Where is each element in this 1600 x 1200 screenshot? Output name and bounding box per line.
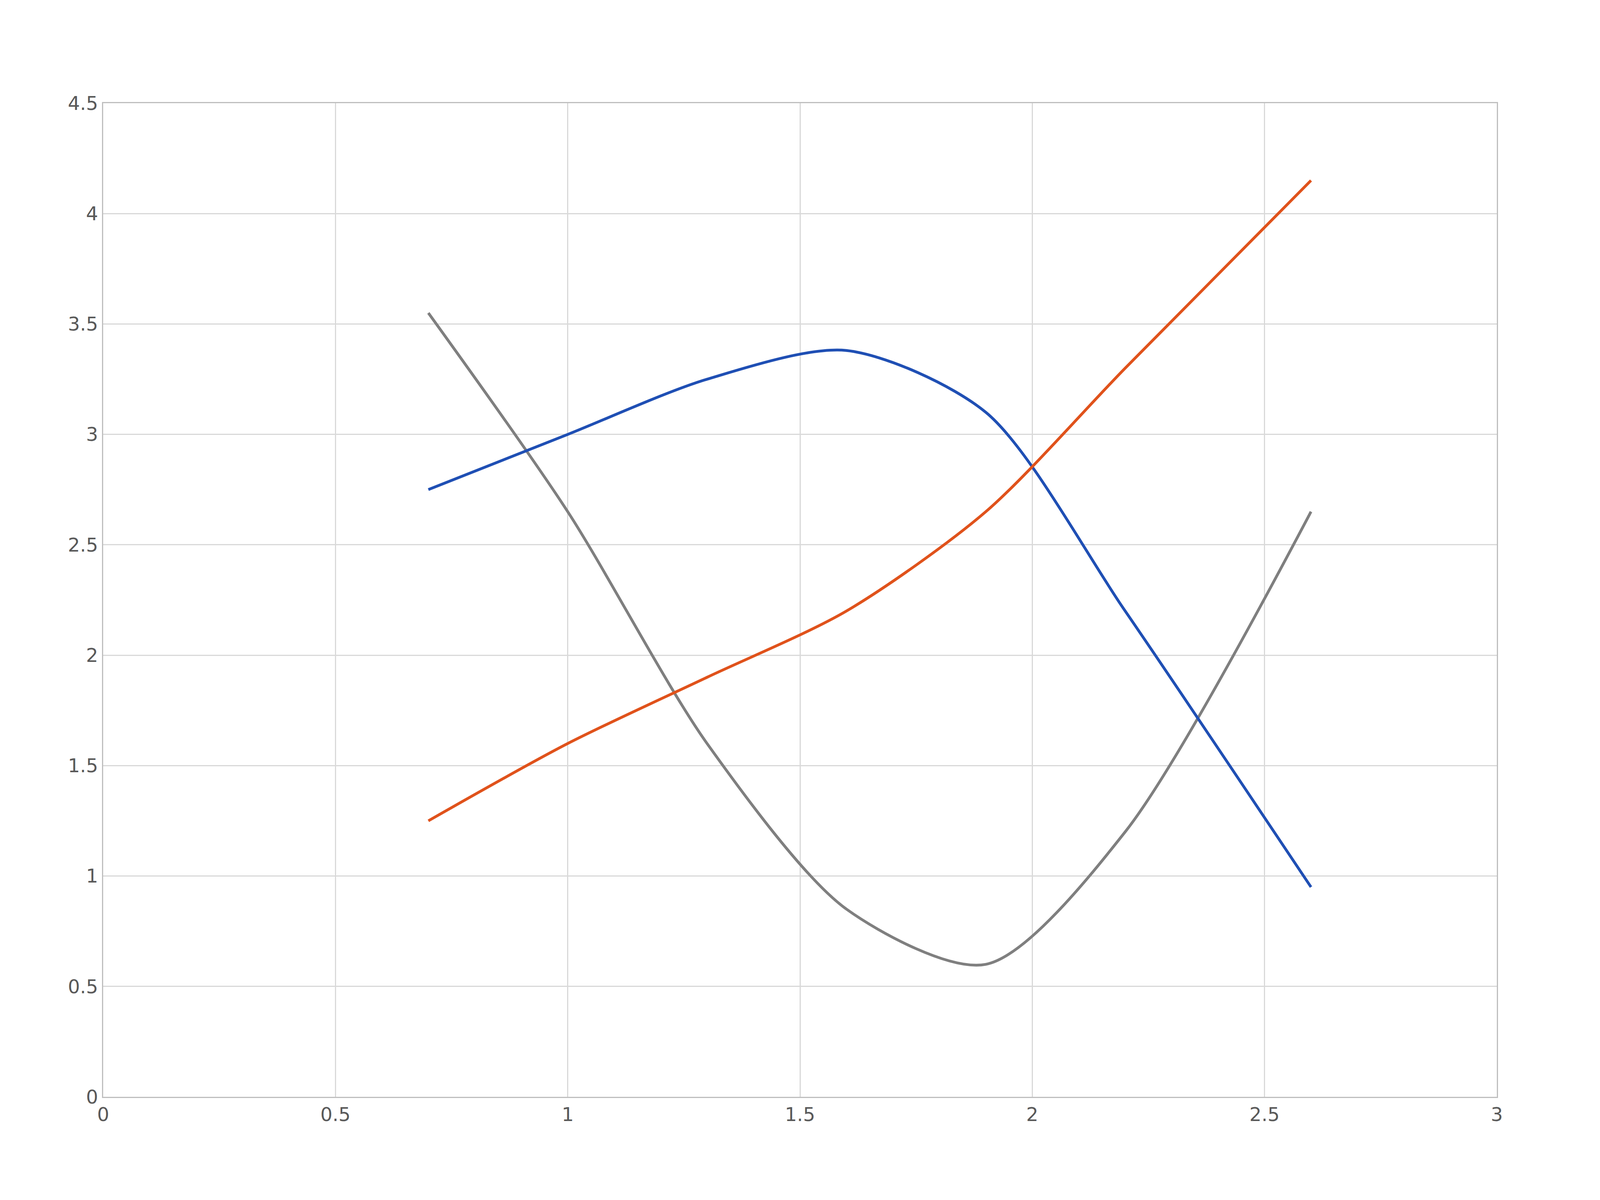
svg-text:2: 2 [1026,1103,1039,1126]
svg-text:1: 1 [86,864,99,887]
svg-text:4.5: 4.5 [67,92,99,115]
svg-text:0: 0 [86,1085,99,1108]
svg-text:1.5: 1.5 [784,1103,816,1126]
svg-text:0.5: 0.5 [67,975,99,998]
svg-text:1.5: 1.5 [67,754,99,777]
svg-text:2.5: 2.5 [67,533,99,556]
svg-text:2.5: 2.5 [1249,1103,1280,1126]
svg-text:3.5: 3.5 [67,312,99,335]
svg-text:3: 3 [1490,1103,1504,1126]
svg-text:4: 4 [86,202,99,225]
svg-text:1: 1 [561,1103,574,1126]
svg-text:0.5: 0.5 [320,1103,351,1126]
svg-text:3: 3 [86,423,99,446]
svg-text:0: 0 [97,1103,110,1126]
svg-text:2: 2 [86,644,99,667]
